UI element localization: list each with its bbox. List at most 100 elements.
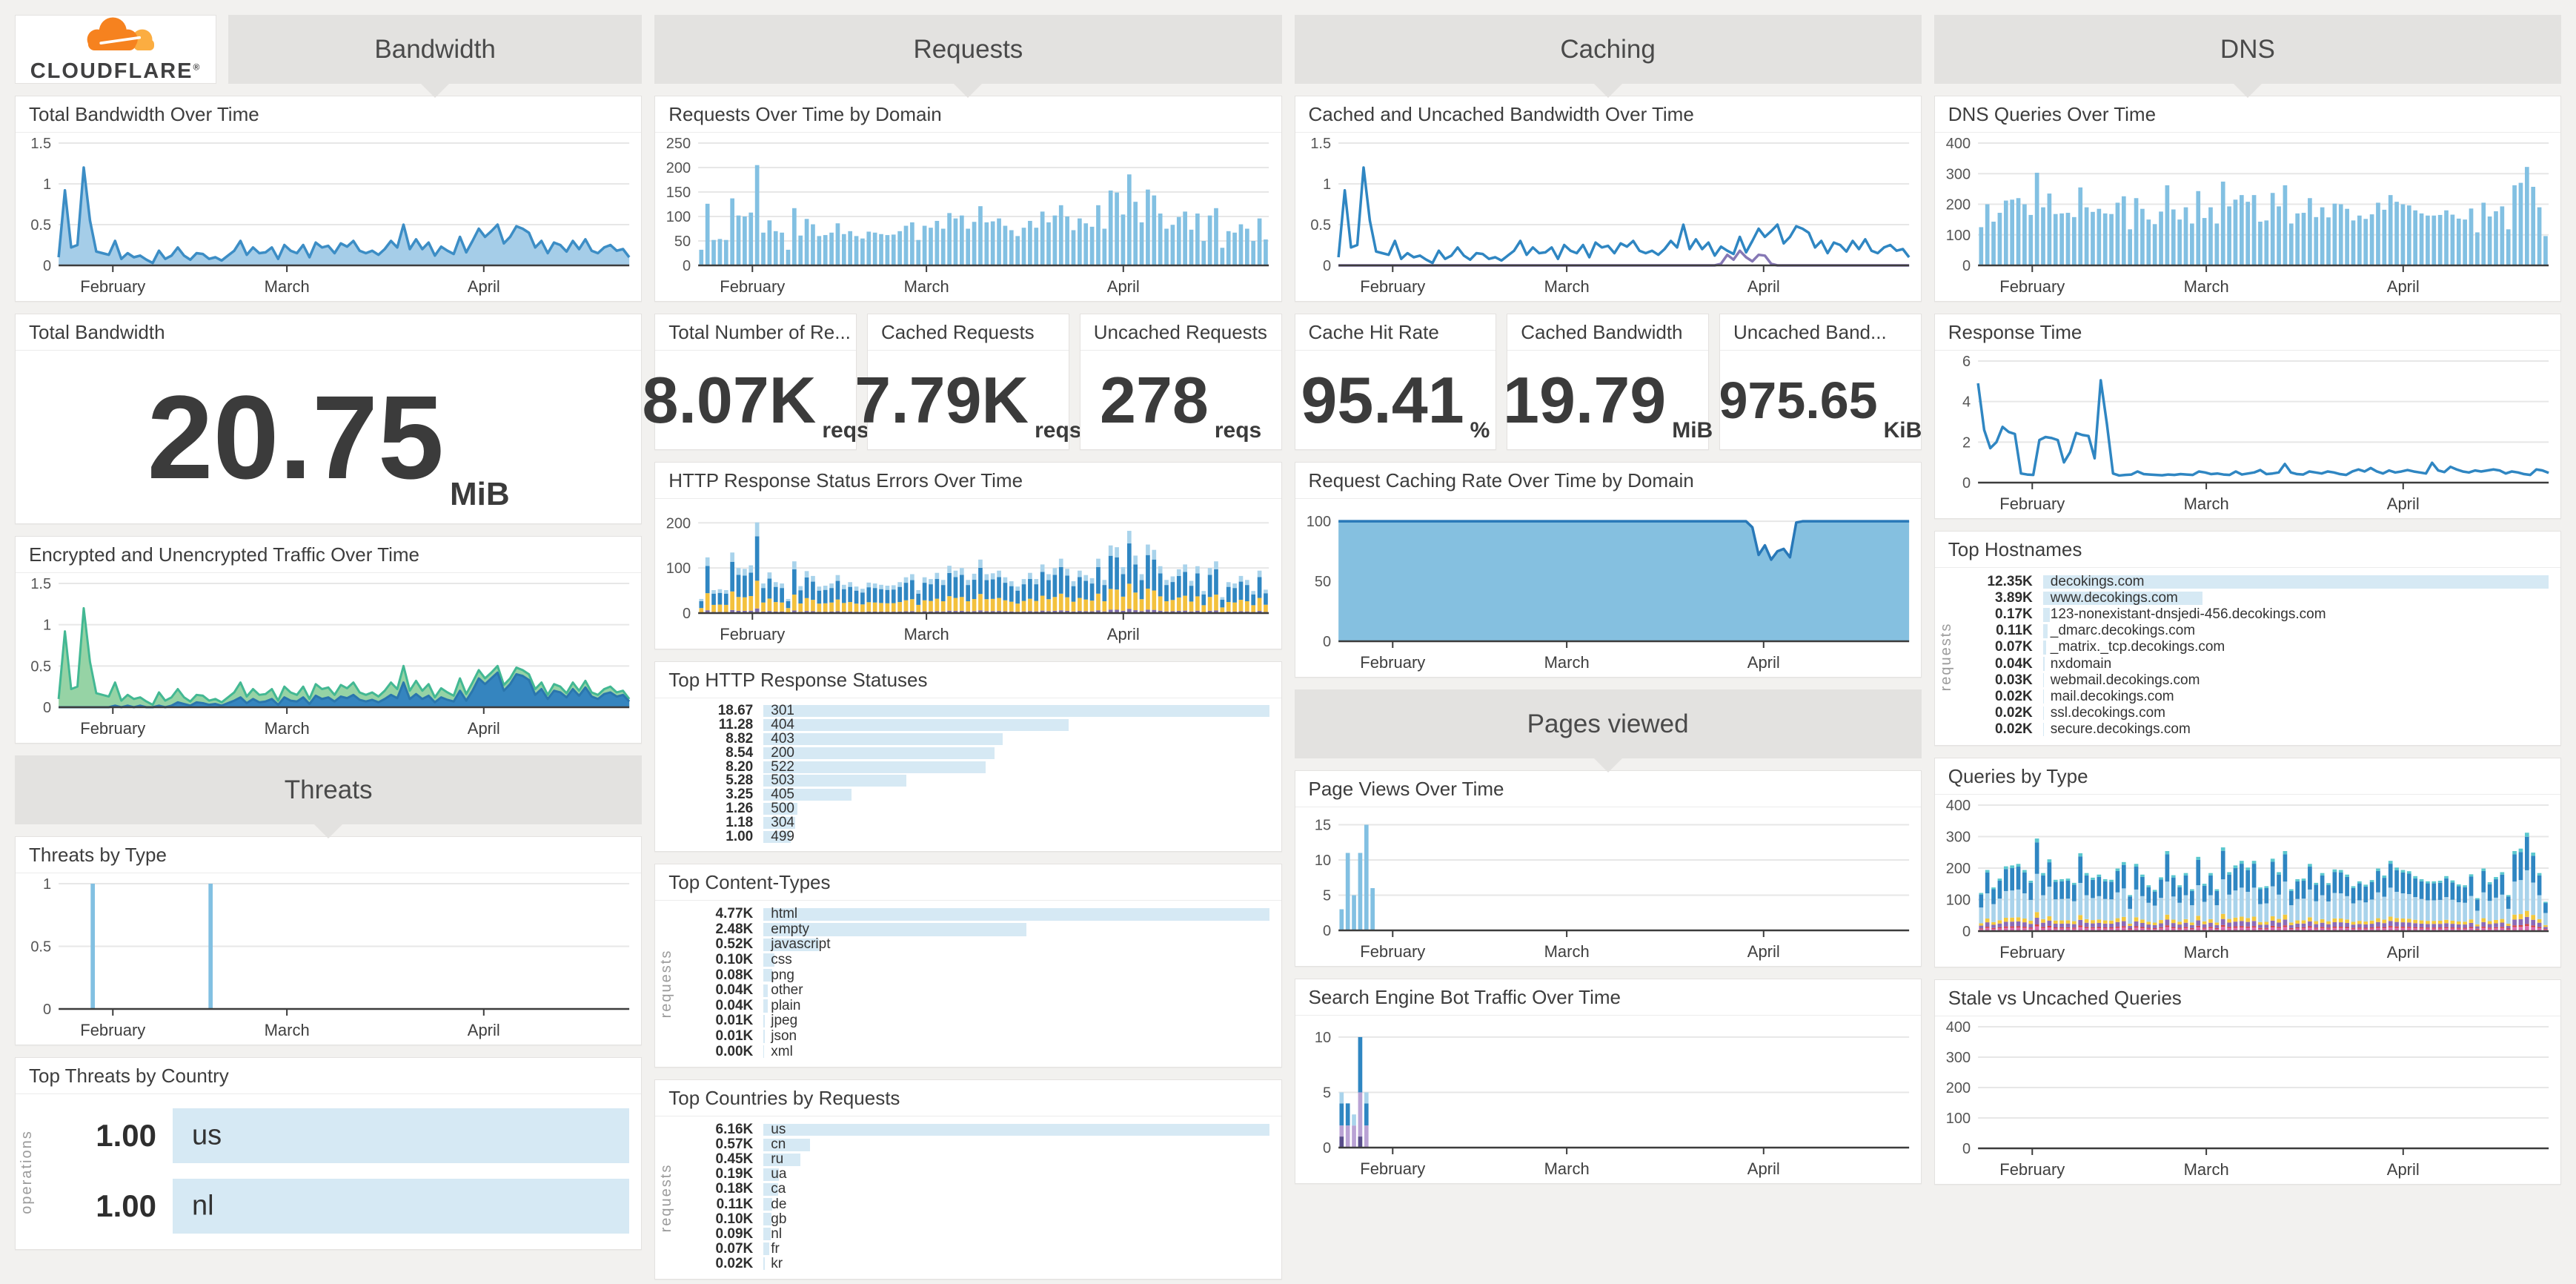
card-title: Cached Requests xyxy=(868,314,1069,351)
card-dns-queries: DNS Queries Over Time 0 100 200 300 400 Febru… xyxy=(1933,96,2561,302)
cloudflare-logo: CLOUDFLARE® xyxy=(15,15,216,84)
chart-svg: 0 0.5 1 February March April xyxy=(30,876,630,1039)
top-countries-list: requests 6.16K us 0.57K cn 0.45K ru 0.19K ua 0.18… xyxy=(655,1116,1281,1279)
card-uncached-requests: Uncached Requests 278 reqs xyxy=(1079,314,1282,450)
list-item-label: 500 xyxy=(771,800,794,816)
cached-requests-value: 7.79K reqs xyxy=(854,351,1081,449)
list-item: 0.01K json xyxy=(682,1028,1269,1045)
card-threats-by-type: Threats by Type 0 0.5 1 February March April xyxy=(15,836,643,1045)
list-item-bar-track: 123-nonexistant-dnsjedi-456.decokings.co… xyxy=(2042,606,2549,622)
svg-text:10: 10 xyxy=(1314,1030,1330,1046)
list-axis-label: requests xyxy=(1937,622,1954,691)
list-item-label: nl xyxy=(771,1225,783,1242)
list-item-bar xyxy=(763,1045,764,1059)
card-title: Response Time xyxy=(1934,314,2560,351)
list-item-bar xyxy=(763,1153,801,1166)
queries-by-type-chart[interactable]: 0 100 200 300 400 February March April xyxy=(1935,795,2560,967)
svg-text:5: 5 xyxy=(1323,888,1331,904)
list-item-bar-track: 403 xyxy=(763,730,1269,747)
card-requests-over-time: Requests Over Time by Domain 0 50 100 150 20… xyxy=(654,96,1282,302)
list-item-bar xyxy=(763,1182,779,1196)
card-title: Top Hostnames xyxy=(1934,532,2560,568)
svg-text:0: 0 xyxy=(683,606,691,622)
list-item-bar xyxy=(763,789,852,801)
list-item-label: 499 xyxy=(771,828,794,844)
svg-text:300: 300 xyxy=(1946,1050,1971,1066)
caching-rate-chart[interactable]: 0 50 100 February March April xyxy=(1295,499,1921,677)
list-item-bar xyxy=(763,816,796,829)
dns-queries-chart[interactable]: 0 100 200 300 400 February March April xyxy=(1935,133,2560,301)
svg-text:February: February xyxy=(720,277,786,296)
card-title: Page Views Over Time xyxy=(1295,771,1921,807)
svg-text:5: 5 xyxy=(1323,1085,1331,1101)
cached-uncached-bandwidth-chart[interactable]: 0 0.5 1 1.5 February March April xyxy=(1295,133,1921,301)
list-item-label: 403 xyxy=(771,730,794,747)
encrypted-traffic-chart[interactable]: 0 0.5 1 1.5 February March April xyxy=(16,573,641,743)
list-item-bar-track: webmail.decokings.com xyxy=(2042,672,2549,688)
stat-value: 7.79K xyxy=(854,363,1029,437)
svg-text:0: 0 xyxy=(683,258,691,274)
list-item-bar xyxy=(763,1228,771,1241)
list-item-bar xyxy=(2042,722,2044,737)
list-item-bar xyxy=(763,1123,1269,1136)
chart-svg: 0 100 200 300 400 February March April xyxy=(1946,1019,2549,1179)
card-title: Top Content-Types xyxy=(655,864,1281,901)
list-item-bar-track: 200 xyxy=(763,745,1269,761)
list-item-value: 1.00 xyxy=(96,1117,156,1153)
response-time-chart[interactable]: 0 2 4 6 February March April xyxy=(1935,351,2560,518)
list-item-value: 0.17K xyxy=(1995,606,2033,623)
total-bandwidth-chart[interactable]: 0 0.5 1 1.5 February March April xyxy=(16,133,641,301)
card-title: Stale vs Uncached Queries xyxy=(1934,980,2560,1016)
card-http-errors: HTTP Response Status Errors Over Time 0 1… xyxy=(654,462,1282,649)
svg-text:0.5: 0.5 xyxy=(1310,217,1331,234)
stale-uncached-chart[interactable]: 0 100 200 300 400 February March April xyxy=(1935,1016,2560,1184)
list-item-bar xyxy=(763,1030,765,1043)
list-item-bar-track: ua xyxy=(763,1166,1269,1182)
list-item: 1.00 nl xyxy=(45,1171,630,1242)
list-item-label: javascript xyxy=(771,936,831,953)
list-item: 4.77K html xyxy=(682,906,1269,922)
list-item: 0.18K ca xyxy=(682,1181,1269,1197)
list-item-bar-track: 522 xyxy=(763,759,1269,775)
svg-text:0.5: 0.5 xyxy=(30,939,51,956)
list-item-bar-track: 404 xyxy=(763,717,1269,732)
page-views-chart[interactable]: 0 5 10 15 February March April xyxy=(1295,807,1921,966)
card-title: Request Caching Rate Over Time by Domain xyxy=(1295,463,1921,499)
svg-text:200: 200 xyxy=(666,160,691,176)
chart-svg: 0 0.5 1 1.5 February March April xyxy=(30,136,631,296)
list-item-bar-track: ssl.decokings.com xyxy=(2042,705,2549,721)
svg-text:April: April xyxy=(1107,277,1140,296)
card-top-content-types: Top Content-Types requests 4.77K html 2.48K… xyxy=(654,864,1282,1068)
svg-text:0: 0 xyxy=(43,700,51,716)
list-item-label: json xyxy=(771,1028,797,1045)
search-bots-chart[interactable]: 0 5 10 February March April xyxy=(1295,1016,1921,1183)
svg-text:February: February xyxy=(1360,277,1425,296)
list-item-bar-track: decokings.com xyxy=(2042,574,2549,589)
list-item-bar xyxy=(763,923,1026,936)
list-item: 11.28 404 xyxy=(682,717,1269,732)
stat-value: 975.65 xyxy=(1719,371,1878,429)
list-item-bar-track: secure.decokings.com xyxy=(2042,721,2549,737)
section-title: Bandwidth xyxy=(374,34,496,64)
list-item-bar xyxy=(763,761,986,773)
svg-text:February: February xyxy=(1999,494,2065,513)
http-errors-chart[interactable]: 0 100 200 February March April xyxy=(655,499,1281,649)
list-item: 0.45K ru xyxy=(682,1151,1269,1167)
card-queries-by-type: Queries by Type 0 100 200 300 400 February Mar… xyxy=(1933,758,2561,967)
chart-svg: 0 100 200 300 400 February March April xyxy=(1946,136,2549,296)
svg-text:February: February xyxy=(720,625,786,643)
list-item-value: 0.04K xyxy=(715,997,754,1013)
stat-unit: KiB xyxy=(1883,418,1922,443)
svg-text:0: 0 xyxy=(1323,1140,1331,1156)
svg-text:0: 0 xyxy=(1323,634,1331,650)
list-item-value: 18.67 xyxy=(717,703,754,719)
section-header-pages-viewed: Pages viewed xyxy=(1294,689,1922,772)
list-item-bar-track: us xyxy=(763,1122,1269,1137)
list-item-bar xyxy=(763,1014,765,1028)
svg-text:April: April xyxy=(1747,277,1779,296)
list-item-label: other xyxy=(771,982,803,999)
requests-over-time-chart[interactable]: 0 50 100 150 200 250 February March April xyxy=(655,133,1281,301)
list-item-bar-track: us xyxy=(173,1108,630,1163)
threats-by-type-chart[interactable]: 0 0.5 1 February March April xyxy=(16,873,641,1045)
card-total-bandwidth-over-time: Total Bandwidth Over Time 0 0.5 1 1.5 Februa… xyxy=(15,96,643,302)
